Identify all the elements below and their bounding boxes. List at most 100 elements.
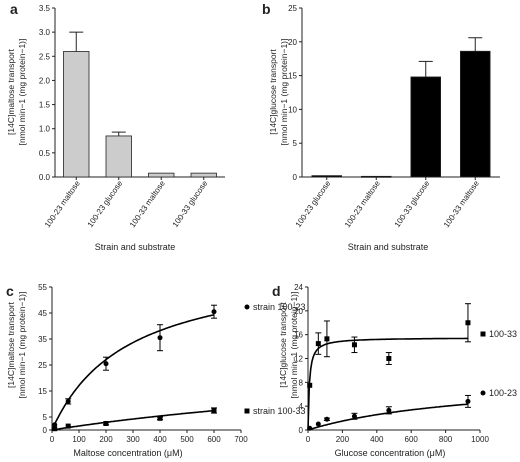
panel-b-category-label: 100-33 glucose bbox=[393, 179, 432, 229]
panel-b-ytick-label: 10 bbox=[288, 105, 297, 114]
panel-a-bar bbox=[190, 172, 217, 178]
panel-b-bar bbox=[410, 76, 441, 178]
panel-c-data-point bbox=[211, 408, 217, 413]
panel-d-ytick-label: 4 bbox=[299, 402, 304, 411]
panel-d: d [14C]glucose transport [nmol min−1 (mg… bbox=[272, 283, 517, 458]
panel-a-category-label: 100-23 glucose bbox=[86, 179, 125, 229]
panel-letter-a: a bbox=[10, 1, 18, 17]
panel-d-xtick-label: 600 bbox=[405, 435, 419, 444]
panel-b-category-label: 100-23 glucose bbox=[294, 179, 333, 229]
panel-d-data-point bbox=[307, 425, 313, 431]
panel-b-ytick-label: 25 bbox=[288, 4, 297, 13]
panel-c-ylabel-line2: [nmol min−1 (mg protein−1)] bbox=[17, 292, 27, 399]
panel-d-data-point bbox=[324, 416, 330, 422]
panel-d-data-point bbox=[315, 421, 321, 427]
panel-c-ytick-label: 0 bbox=[43, 426, 48, 435]
panel-c-xtick-label: 200 bbox=[99, 435, 113, 444]
panel-c-data-point bbox=[103, 421, 109, 426]
panel-d-xtick-label: 200 bbox=[336, 435, 350, 444]
panel-c-legend-label: strain 100-23 bbox=[253, 302, 306, 312]
panel-c-data-point bbox=[65, 398, 71, 404]
panel-d-data-point bbox=[465, 320, 471, 326]
panel-b: b [14C]glucose transport [nmol min−1 (mg… bbox=[262, 1, 500, 252]
panel-d-fit-curve-1 bbox=[307, 403, 469, 431]
panel-c-xtick-label: 500 bbox=[180, 435, 194, 444]
panel-c-legend-marker bbox=[244, 304, 250, 310]
panel-b-xlabel: Strain and substrate bbox=[348, 242, 429, 252]
panel-c-legend-marker bbox=[244, 408, 250, 414]
panel-c-data-point bbox=[103, 361, 109, 367]
panel-c-data-point bbox=[52, 422, 58, 428]
panel-d-ytick-label: 0 bbox=[299, 426, 304, 435]
panel-c-ytick-label: 5 bbox=[43, 413, 48, 422]
panel-a-bar bbox=[148, 172, 175, 178]
panel-c-xtick-label: 700 bbox=[234, 435, 248, 444]
panel-d-legend-marker bbox=[480, 331, 486, 337]
panel-a-ytick-label: 2.5 bbox=[39, 52, 51, 61]
panel-c-ytick-label: 35 bbox=[38, 335, 47, 344]
panel-c-xtick-label: 400 bbox=[153, 435, 167, 444]
panel-c-ytick-label: 45 bbox=[38, 309, 47, 318]
panel-d-ytick-label: 8 bbox=[299, 378, 304, 387]
panel-a: a [14C]maltose transport [nmol min−1 (mg… bbox=[6, 1, 225, 252]
panel-c-ytick-label: 55 bbox=[38, 283, 47, 292]
panel-letter-c: c bbox=[6, 283, 14, 299]
panel-b-ylabel-line2: [nmol min−1 (mg protein−1)] bbox=[279, 39, 289, 146]
panel-d-data-point bbox=[351, 413, 357, 419]
panel-c-legend-label: strain 100-33 bbox=[253, 406, 306, 416]
panel-letter-b: b bbox=[262, 1, 271, 17]
panel-b-category-label: 100-23 maltose bbox=[343, 179, 382, 230]
panel-c-data-point bbox=[211, 309, 217, 315]
panel-c: c [14C]maltose transport [nmol min−1 (mg… bbox=[6, 283, 306, 458]
panel-d-data-point bbox=[315, 341, 321, 347]
panel-b-ytick-label: 5 bbox=[293, 139, 298, 148]
panel-a-ytick-label: 0.5 bbox=[39, 149, 51, 158]
panel-a-category-label: 100-23 maltose bbox=[43, 179, 82, 230]
panel-d-ytick-label: 16 bbox=[294, 331, 303, 340]
panel-b-bar bbox=[311, 175, 342, 178]
panel-d-data-point bbox=[386, 407, 392, 413]
panel-c-ytick-label: 25 bbox=[38, 361, 47, 370]
panel-b-ytick-label: 0 bbox=[293, 173, 298, 182]
panel-a-ytick-label: 1.5 bbox=[39, 101, 51, 110]
panel-d-legend-label: 100-23 bbox=[489, 388, 517, 398]
panel-d-xtick-label: 800 bbox=[439, 435, 453, 444]
panel-c-data-point bbox=[52, 426, 58, 432]
panel-d-data-point bbox=[324, 336, 330, 342]
panel-a-ytick-label: 3.0 bbox=[39, 28, 51, 37]
panel-d-xtick-label: 1000 bbox=[471, 435, 489, 444]
panel-letter-d: d bbox=[272, 283, 281, 299]
panel-a-xlabel: Strain and substrate bbox=[95, 242, 176, 252]
panel-a-ylabel-line2: [nmol min−1 (mg protein−1)] bbox=[17, 39, 27, 146]
panel-a-ylabel-line1: [14C]maltose transport bbox=[6, 48, 16, 135]
panel-d-ytick-label: 20 bbox=[294, 307, 303, 316]
panel-c-fit-curve-0 bbox=[51, 314, 215, 431]
panel-b-category-label: 100-33 maltose bbox=[442, 179, 481, 230]
panel-d-data-point bbox=[307, 382, 313, 388]
panel-a-ytick-label: 3.5 bbox=[39, 4, 51, 13]
panel-d-ylabel-line2: [nmol min−1 (mg protein−1)] bbox=[289, 292, 299, 399]
panel-d-data-point bbox=[465, 398, 471, 404]
panel-d-fit-curve-0 bbox=[307, 337, 468, 431]
panel-d-xtick-label: 400 bbox=[370, 435, 384, 444]
panel-d-data-point bbox=[351, 342, 357, 348]
panel-c-fit-curve-1 bbox=[51, 409, 215, 431]
panel-d-xlabel: Glucose concentration (μM) bbox=[335, 448, 446, 458]
panel-d-xtick-label: 0 bbox=[306, 435, 311, 444]
panel-c-xtick-label: 300 bbox=[126, 435, 140, 444]
panel-c-xtick-label: 100 bbox=[72, 435, 86, 444]
panel-b-bar bbox=[459, 50, 491, 178]
panel-c-xlabel: Maltose concentration (μM) bbox=[73, 448, 182, 458]
panel-d-ytick-label: 24 bbox=[294, 283, 303, 292]
panel-d-ytick-label: 12 bbox=[294, 355, 303, 364]
panel-a-bar bbox=[105, 135, 132, 178]
panel-d-data-point bbox=[386, 356, 392, 361]
panel-c-xtick-label: 600 bbox=[207, 435, 221, 444]
panel-a-ytick-label: 2.0 bbox=[39, 76, 51, 85]
panel-a-ytick-label: 0.0 bbox=[39, 173, 51, 182]
panel-d-legend-label: 100-33 bbox=[489, 329, 517, 339]
panel-c-data-point bbox=[157, 335, 163, 341]
panel-b-ytick-label: 20 bbox=[288, 38, 297, 47]
panel-a-ytick-label: 1.0 bbox=[39, 125, 51, 134]
panel-a-category-label: 100-33 glucose bbox=[171, 179, 210, 229]
